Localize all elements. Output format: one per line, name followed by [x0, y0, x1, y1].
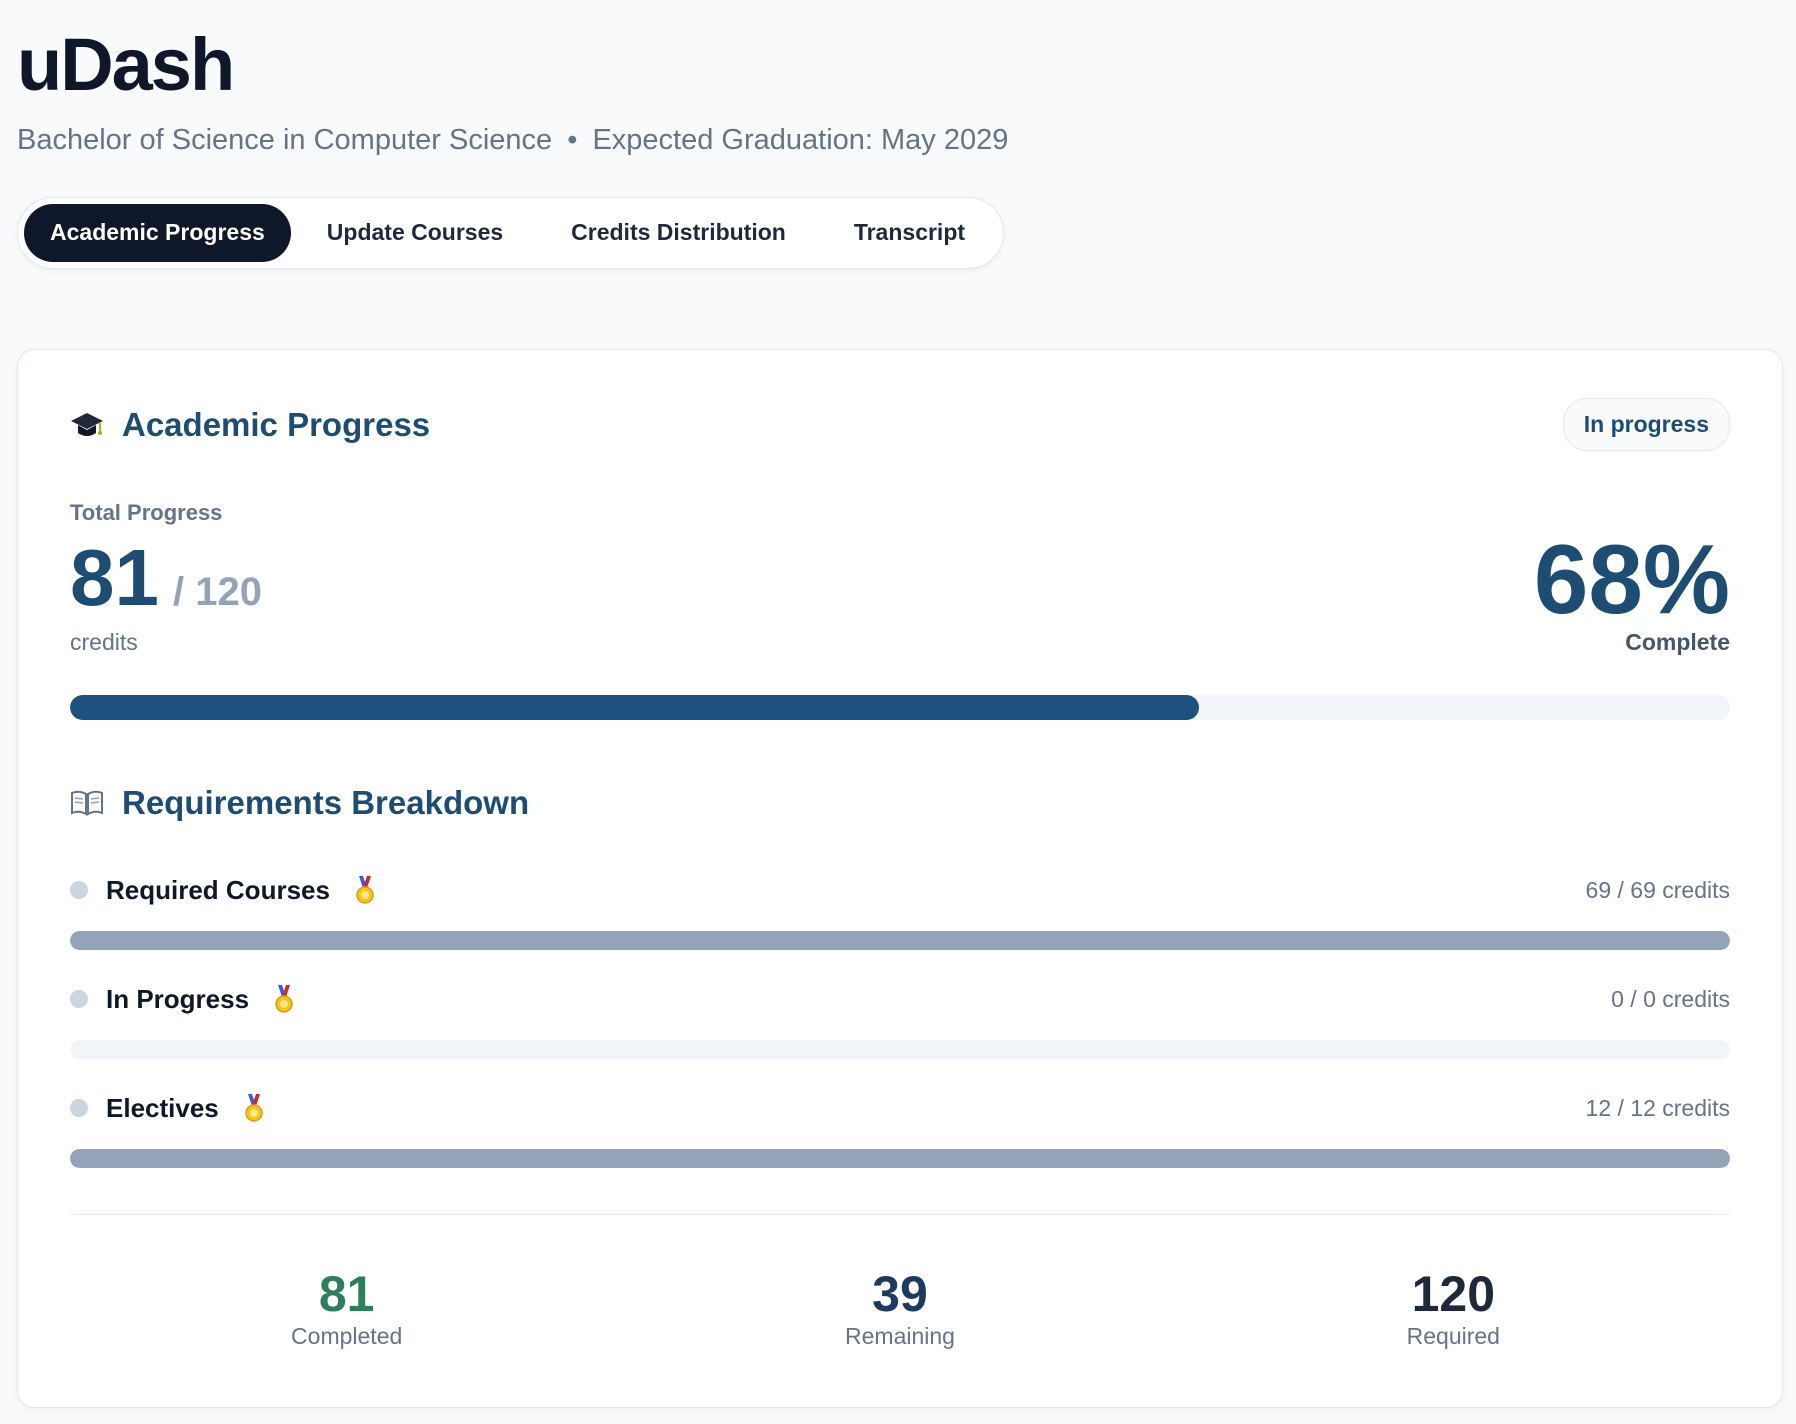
requirement-progress-fill	[70, 931, 1730, 950]
stat-label: Remaining	[845, 1322, 955, 1349]
total-credits-value: / 120	[172, 570, 262, 614]
academic-progress-card: Academic Progress In progress Total Prog…	[17, 349, 1783, 1408]
medal-icon	[273, 984, 295, 1014]
percent-complete-label: Complete	[1625, 629, 1730, 655]
tab-update-courses[interactable]: Update Courses	[326, 219, 504, 246]
summary-stats: 81 Completed 39 Remaining 120 Required	[70, 1268, 1730, 1350]
requirement-progress-bar	[70, 931, 1730, 950]
graduation-cap-icon	[70, 408, 104, 442]
requirements-title: Requirements Breakdown	[122, 784, 530, 821]
status-dot	[70, 1099, 88, 1117]
stat-remaining: 39 Remaining	[623, 1268, 1176, 1350]
divider	[70, 1214, 1730, 1215]
open-book-icon	[70, 786, 104, 820]
subtitle-separator: •	[567, 124, 578, 156]
requirement-credits: 12 / 12 credits	[1585, 1094, 1730, 1121]
total-progress-bar	[70, 695, 1730, 720]
tab-credits-distribution[interactable]: Credits Distribution	[571, 219, 786, 246]
section-title-requirements: Requirements Breakdown	[70, 784, 529, 822]
requirement-credits: 0 / 0 credits	[1611, 985, 1730, 1012]
stat-value: 120	[1411, 1266, 1496, 1322]
total-progress-label: Total Progress	[70, 500, 223, 525]
requirement-credits: 69 / 69 credits	[1585, 876, 1730, 903]
stat-required: 120 Required	[1177, 1268, 1730, 1350]
degree-subtitle: Bachelor of Science in Computer Science …	[17, 123, 1780, 158]
total-credits: 81 / 120	[70, 538, 262, 618]
percent-complete-value: 68%	[1533, 524, 1730, 634]
stat-label: Required	[1406, 1322, 1500, 1349]
stat-completed: 81 Completed	[70, 1268, 623, 1350]
tab-academic-progress[interactable]: Academic Progress	[24, 203, 291, 262]
status-dot	[70, 990, 88, 1008]
requirement-row-electives: Electives 12 / 12 credits	[70, 1090, 1730, 1180]
stat-label: Completed	[291, 1322, 403, 1349]
credits-unit-label: credits	[70, 629, 138, 655]
total-progress-fill	[70, 695, 1199, 720]
requirement-row-required-courses: Required Courses 69 / 69 credits	[70, 872, 1730, 962]
expected-graduation: Expected Graduation: May 2029	[592, 124, 1009, 156]
requirement-progress-bar	[70, 1149, 1730, 1168]
section-title-academic-progress: Academic Progress	[70, 406, 430, 444]
stat-value: 81	[318, 1266, 375, 1322]
requirement-progress-fill	[70, 1149, 1730, 1168]
requirement-progress-bar	[70, 1040, 1730, 1059]
degree-name: Bachelor of Science in Computer Science	[17, 124, 553, 156]
status-dot	[70, 881, 88, 899]
status-badge: In progress	[1562, 398, 1730, 451]
requirement-name: Electives	[106, 1092, 219, 1123]
medal-icon	[354, 875, 376, 905]
tab-bar: Academic Progress Update Courses Credits…	[17, 196, 1005, 269]
completed-credits-value: 81	[70, 533, 159, 622]
card-title: Academic Progress	[122, 405, 431, 443]
requirement-name: Required Courses	[106, 874, 330, 905]
tab-transcript[interactable]: Transcript	[853, 219, 966, 246]
stat-value: 39	[872, 1266, 928, 1322]
requirement-name: In Progress	[106, 983, 250, 1014]
requirement-row-in-progress: In Progress 0 / 0 credits	[70, 981, 1730, 1071]
medal-icon	[243, 1093, 265, 1123]
card-header: Academic Progress In progress	[70, 398, 1730, 451]
app-title: uDash	[17, 23, 235, 106]
